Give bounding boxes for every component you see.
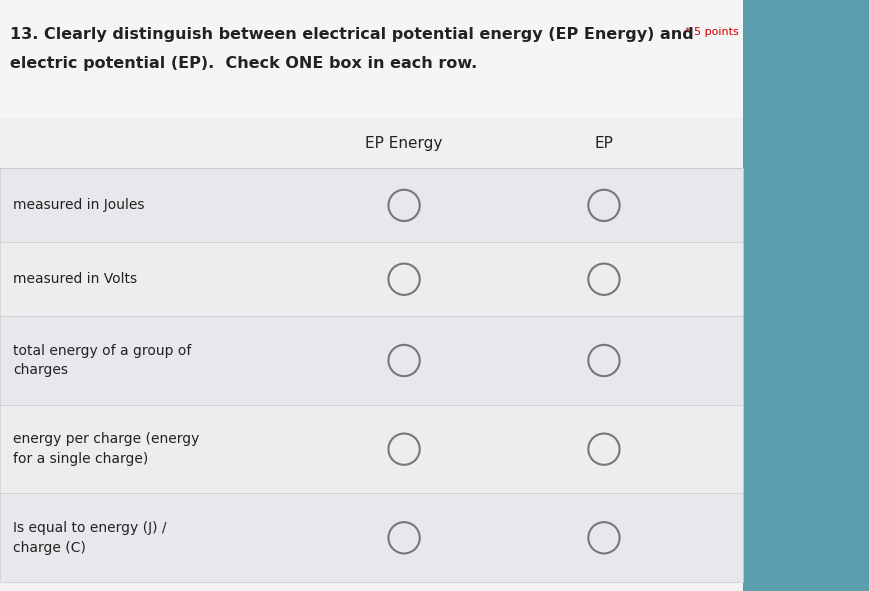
Text: Is equal to energy (J) /
charge (C): Is equal to energy (J) / charge (C) [13, 521, 167, 554]
Bar [0, 168, 743, 242]
Bar [0, 0, 743, 168]
Bar [0, 405, 743, 493]
Text: 13. Clearly distinguish between electrical potential energy (EP Energy) and: 13. Clearly distinguish between electric… [10, 27, 694, 41]
Text: energy per charge (energy
for a single charge): energy per charge (energy for a single c… [13, 433, 199, 466]
Text: electric potential (EP).  Check ONE box in each row.: electric potential (EP). Check ONE box i… [10, 56, 478, 71]
Bar [0, 0, 743, 591]
Text: * 5 points: * 5 points [685, 27, 739, 37]
Text: EP Energy: EP Energy [365, 136, 443, 151]
Text: measured in Joules: measured in Joules [13, 199, 144, 212]
Bar [0, 493, 743, 582]
Bar [0, 316, 743, 405]
Bar [0, 118, 743, 168]
Text: EP: EP [594, 136, 614, 151]
Text: measured in Volts: measured in Volts [13, 272, 137, 286]
Bar [0, 242, 743, 316]
Text: total energy of a group of
charges: total energy of a group of charges [13, 344, 191, 377]
